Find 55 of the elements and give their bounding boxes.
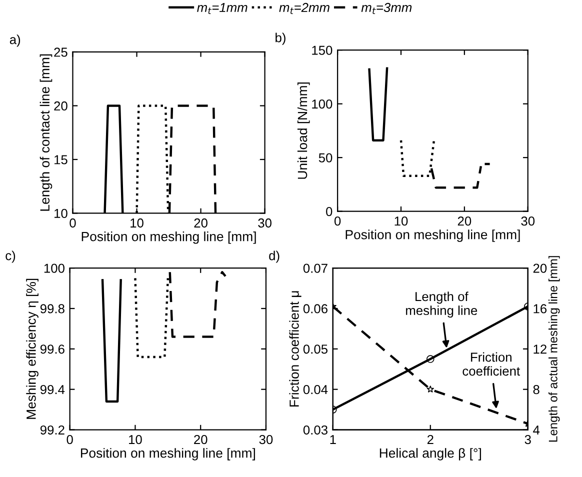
- y-axis-title: Friction coefficient μ: [289, 291, 302, 407]
- x-tick-label: 2: [427, 434, 434, 444]
- x-tick-label: 1: [330, 435, 336, 444]
- y2-tick-label: 16: [534, 304, 547, 314]
- x-tick-label: 3: [524, 434, 531, 444]
- y-tick-label: 99.2: [40, 425, 64, 435]
- legend-label: m$_{t}$=2mm: [279, 2, 330, 14]
- y2-tick-label: 20: [533, 264, 547, 273]
- annotation: Length of meshing line: [406, 292, 478, 318]
- y-tick-label: 100: [44, 264, 64, 273]
- y-tick-label: 100: [312, 99, 332, 109]
- x-tick-label: 20: [194, 434, 208, 444]
- x-axis-title: Position on meshing line [mm]: [80, 448, 255, 460]
- y2-tick-label: 4: [533, 426, 540, 434]
- y-tick-label: 0.05: [303, 344, 328, 354]
- y-tick-label: 0.03: [303, 425, 328, 435]
- y-axis-title: Meshing efficiency η [%]: [26, 278, 38, 419]
- y2-tick-label: 12: [534, 344, 546, 354]
- y2-tick-label: 8: [533, 385, 540, 394]
- y-tick-label: 0.06: [303, 304, 328, 314]
- legend-label: m$_{t}$=3mm: [361, 2, 412, 14]
- x-axis-title: Helical angle β [°]: [380, 448, 481, 460]
- y-tick-label: 99.8: [40, 304, 64, 314]
- x-axis-title: Position on meshing line [mm]: [82, 232, 256, 244]
- x-tick-label: 20: [458, 216, 472, 226]
- y-tick-label: 10: [54, 208, 68, 218]
- x-tick-label: 10: [394, 216, 408, 226]
- y-axis-title: Length of contact line [mm]: [40, 54, 52, 211]
- x-tick-label: 20: [194, 218, 208, 228]
- y-tick-label: 99.4: [40, 385, 65, 394]
- y-tick-label: 0: [326, 206, 332, 216]
- y-tick-label: 99.6: [40, 344, 64, 354]
- text: a): [10, 34, 20, 47]
- text: c): [6, 250, 16, 263]
- x-tick-label: 30: [521, 216, 535, 226]
- x-tick-label: 10: [129, 434, 142, 444]
- text: d): [269, 250, 280, 263]
- y-tick-label: 20: [54, 101, 68, 111]
- x-axis-title: Position on meshing line [mm]: [346, 230, 520, 242]
- x-tick-label: 0: [334, 216, 341, 226]
- legend-label: m$_{t}$=1mm: [197, 3, 248, 14]
- x-tick-label: 10: [130, 218, 144, 228]
- y-tick-label: 0.07: [303, 264, 328, 273]
- y-tick-label: 0.04: [303, 385, 328, 394]
- y-tick-label: 150: [312, 46, 332, 55]
- y2-axis-title: Length of actual meshing line [mm]: [548, 256, 560, 442]
- x-tick-label: 30: [259, 434, 273, 444]
- y-tick-label: 15: [54, 155, 68, 164]
- x-tick-label: 0: [70, 218, 76, 228]
- text: b): [276, 32, 286, 45]
- y-tick-label: 50: [318, 153, 332, 162]
- x-tick-label: 30: [258, 218, 272, 228]
- y-axis-title: Unit load [N/mm]: [297, 82, 310, 179]
- y-tick-label: 25: [54, 48, 68, 57]
- annotation: Friction coefficient: [462, 352, 520, 376]
